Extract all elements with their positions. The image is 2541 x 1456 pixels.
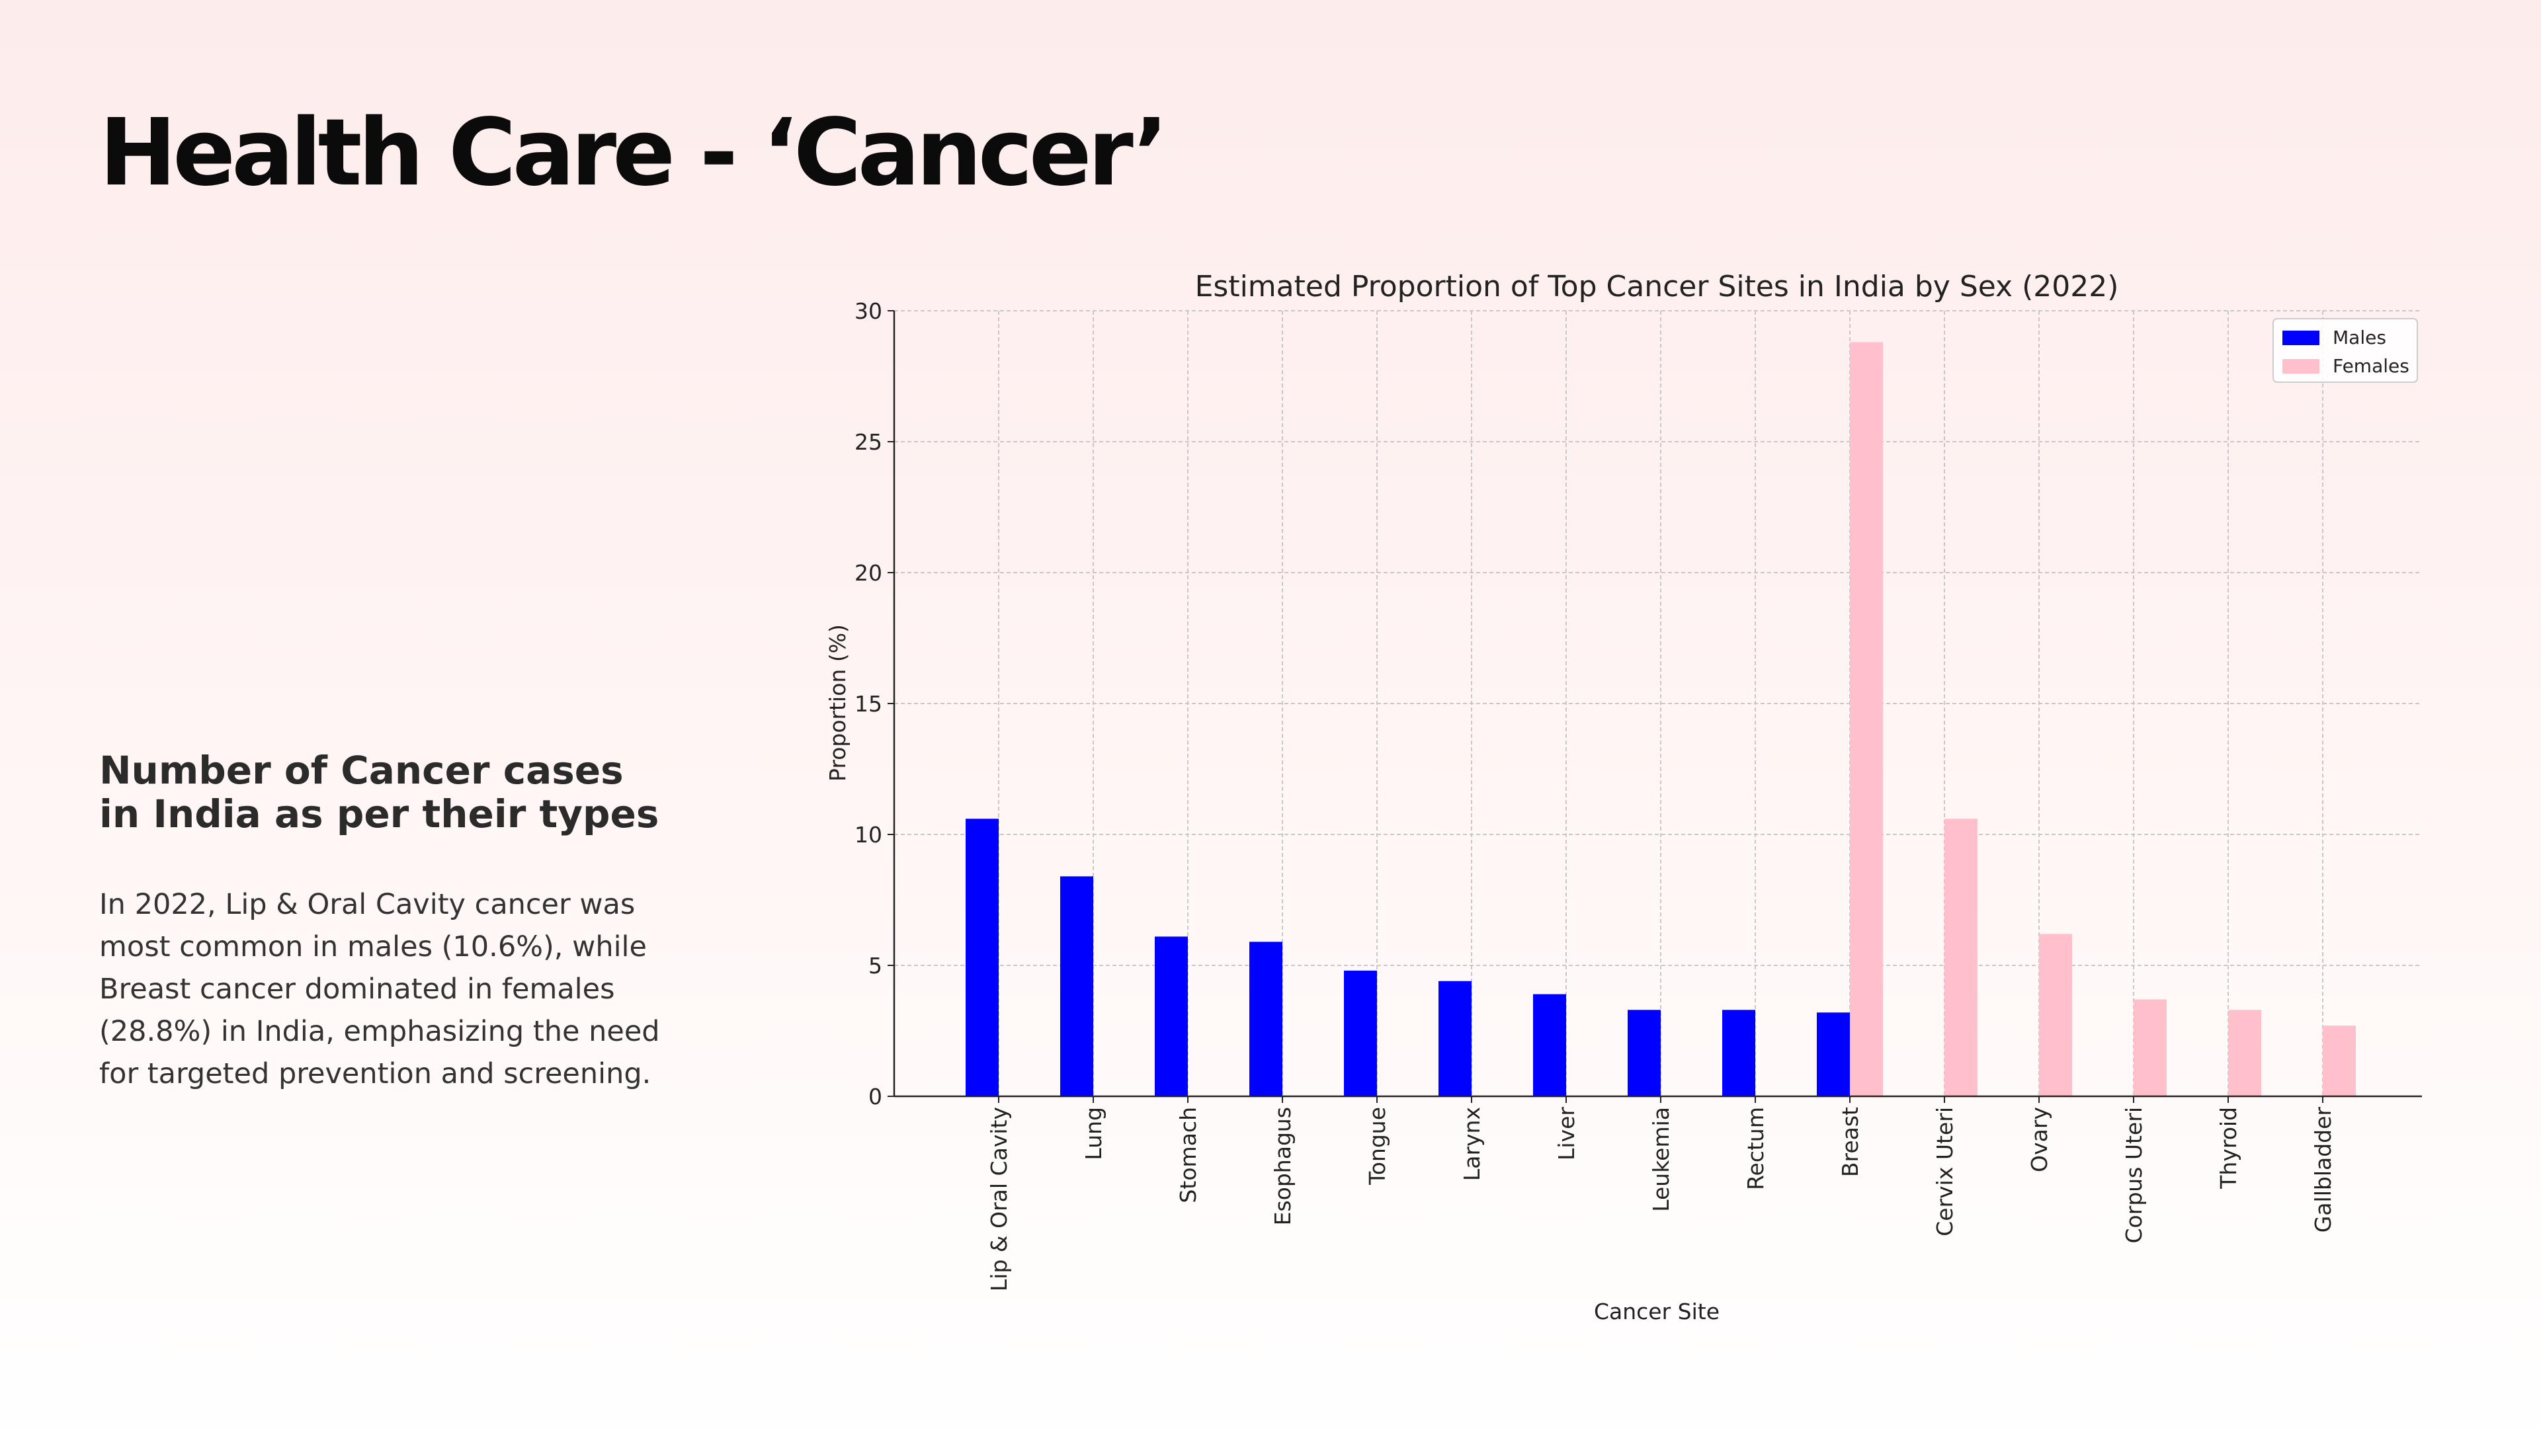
grid-lines [894,310,2422,1097]
x-tick-label: Gallbladder [2310,1107,2336,1233]
bar-females [1850,342,1883,1096]
y-tick-label: 0 [868,1084,882,1110]
side-heading: Number of Cancer cases in India as per t… [99,748,659,836]
y-tick-label: 30 [854,298,882,324]
bar-females [1944,819,1978,1096]
slide-title: Health Care - ‘Cancer’ [99,99,1169,207]
y-tick-label: 20 [854,560,882,586]
chart-title: Estimated Proportion of Top Cancer Sites… [1195,270,2119,303]
bar-males [1722,1010,1755,1096]
legend-swatch [2282,359,2319,374]
tick-labels: 0 5 10 15 20 25 30 Lip & Oral Cavity Lung Stomach… [854,298,2336,1291]
y-tick-label: 5 [868,953,882,979]
bar-males [1438,981,1472,1096]
bar-females [2134,999,2167,1096]
bar-males [1155,936,1188,1096]
bar-females [2323,1026,2356,1096]
x-tick-label: Esophagus [1270,1107,1296,1225]
legend: Males Females [2272,318,2418,383]
cancer-sites-bar-chart: 0 5 10 15 20 25 30 Lip & Oral Cavity Lung Stomach… [825,270,2422,1324]
x-tick-label: Lung [1081,1107,1106,1160]
y-tick-label: 10 [854,822,882,848]
x-tick-label: Breast [1837,1107,1863,1177]
bar-males [966,819,999,1096]
y-axis-label: Proportion (%) [825,624,851,782]
x-tick-label: Larynx [1459,1107,1485,1181]
bars [966,342,2356,1096]
x-tick-label: Liver [1554,1107,1579,1160]
bar-males [1344,970,1377,1096]
x-tick-label: Leukemia [1648,1107,1674,1212]
legend-label: Females [2333,355,2409,377]
bar-females [2228,1010,2261,1096]
x-axis-label: Cancer Site [1594,1299,1720,1324]
x-tick-label: Lip & Oral Cavity [986,1107,1012,1291]
bar-males [1817,1012,1850,1096]
x-tick-label: Thyroid [2216,1107,2241,1190]
x-tick-label: Ovary [2026,1107,2052,1172]
bar-males [1628,1010,1661,1096]
axes [888,310,2422,1103]
x-tick-label: Stomach [1175,1107,1201,1203]
bar-males [1533,994,1566,1096]
x-tick-label: Tongue [1364,1107,1390,1186]
x-tick-label: Corpus Uteri [2121,1107,2147,1243]
bar-males [1249,942,1282,1096]
legend-swatch [2282,331,2319,345]
x-tick-label: Rectum [1743,1107,1769,1190]
bar-females [2039,934,2072,1096]
y-tick-label: 15 [854,691,882,717]
x-tick-label: Cervix Uteri [1932,1107,1958,1236]
bar-males [1060,876,1093,1096]
side-description: In 2022, Lip & Oral Cavity cancer was mo… [99,888,660,1090]
y-tick-label: 25 [854,429,882,455]
legend-label: Males [2333,327,2386,348]
